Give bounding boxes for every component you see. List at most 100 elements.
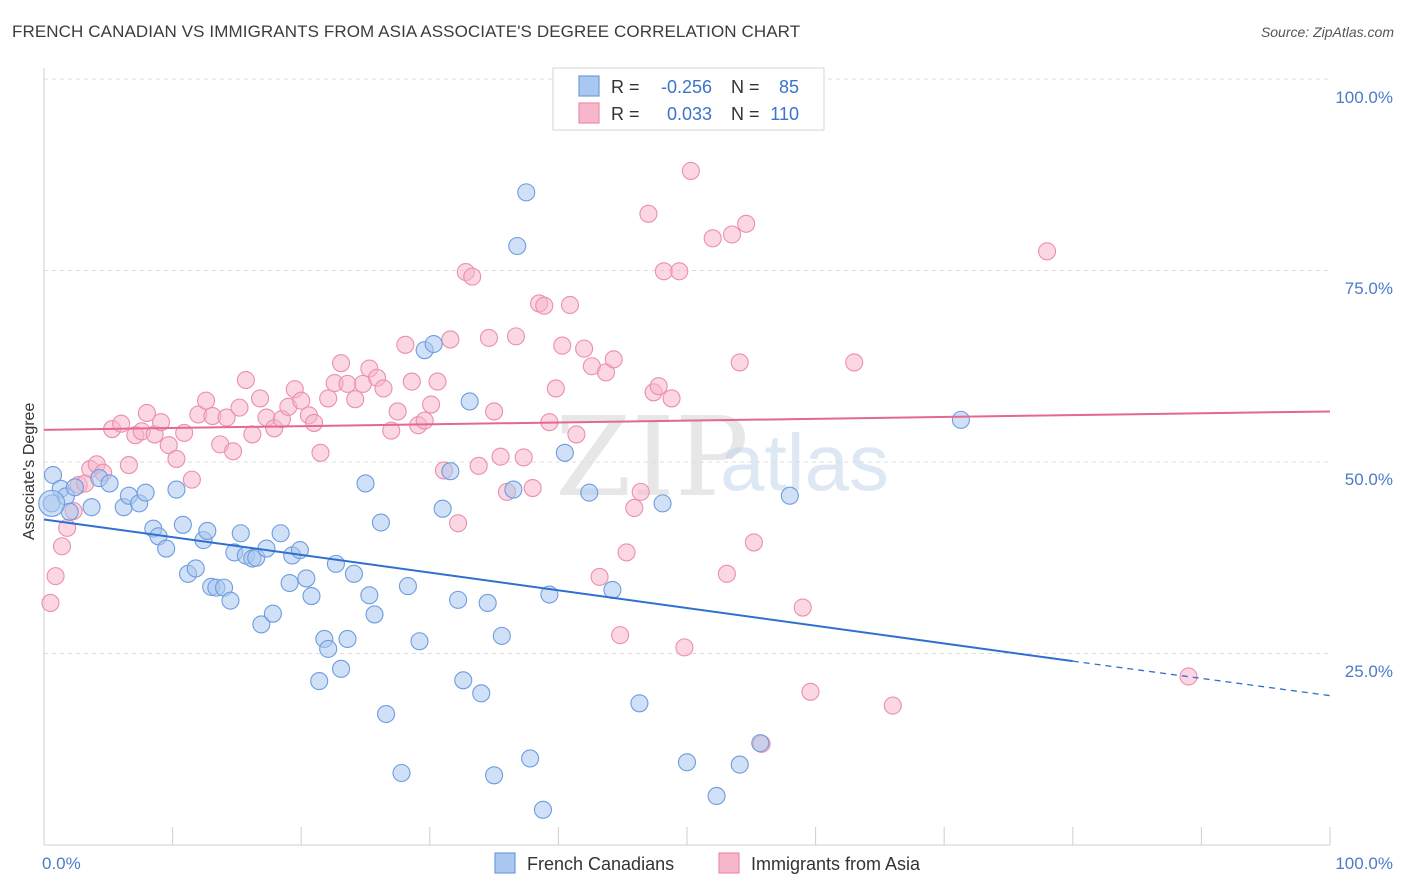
chart-title: FRENCH CANADIAN VS IMMIGRANTS FROM ASIA … [12,22,801,41]
source-label: Source: ZipAtlas.com [1260,24,1394,40]
french-canadian-point-1 [43,465,63,485]
french-canadian-point-6 [82,498,101,517]
french-canadian-point-38 [297,569,316,588]
x-tick-label-min: 0.0% [42,854,81,873]
immigrants-point-2 [52,537,72,556]
french-canadian-point-42 [319,639,338,658]
x-axis-ticks [43,827,1331,845]
immigrants-point-30 [243,425,262,444]
french-canadian-point-77 [677,753,697,772]
immigrants-point-70 [523,478,542,498]
french-canadian-point-17 [173,515,192,534]
french-canadian-point-51 [377,704,396,724]
french-canadian-point-19 [186,559,205,578]
french-canadians-trend-extension [1072,660,1331,697]
immigrants-point-66 [491,447,510,466]
series-french-canadians [38,183,970,819]
immigrants-point-87 [639,204,658,223]
french-canadian-point-12 [136,483,155,502]
french-canadian-point-79 [730,755,749,774]
french-canadian-point-31 [252,615,271,634]
immigrants-point-23 [196,391,216,410]
french-canadian-point-61 [460,392,479,411]
french-canadian-point-67 [508,236,527,256]
immigrants-point-17 [151,413,171,432]
french-canadian-point-66 [504,480,523,499]
immigrants-point-86 [631,482,650,501]
immigrants-point-91 [662,389,681,408]
legend-swatch-pink [578,102,600,124]
french-canadian-point-59 [449,590,468,609]
legend-r-value-1: -0.256 [661,77,712,97]
legend-n-label-1: N = [731,77,760,97]
immigrants-point-77 [567,425,586,444]
french-canadian-point-56 [424,334,443,354]
y-tick-label-25: 25.0% [1345,662,1393,681]
immigrants-point-49 [374,379,393,398]
french-canadian-point-49 [365,605,384,624]
immigrants-point-59 [441,330,460,349]
y-tick-label-75: 75.0% [1345,279,1393,298]
french-canadian-point-64 [485,766,504,785]
legend-r-value-2: 0.033 [667,104,712,124]
correlation-legend: R = -0.256 N = 85 R = 0.033 N = 110 [552,67,825,131]
french-canadian-point-81 [780,486,799,505]
bottom-legend-swatch-pink [718,852,740,874]
french-canadian-point-74 [603,580,622,599]
immigrants-point-55 [415,411,434,430]
french-canadian-point-15 [157,539,176,558]
immigrants-point-65 [485,402,504,421]
immigrants-point-21 [182,470,201,489]
french-canadian-point-25 [221,591,240,610]
immigrants-point-44 [338,374,357,393]
french-canadian-point-50 [371,513,390,532]
french-canadian-point-46 [344,564,363,583]
french-canadian-point-63 [478,593,497,612]
french-canadian-point-47 [356,474,375,493]
french-canadian-point-52 [392,763,411,783]
french-canadian-point-34 [271,524,290,543]
immigrants-point-41 [319,389,338,408]
french-canadian-point-35 [280,573,299,593]
immigrants-point-57 [428,372,447,391]
immigrants-point-104 [845,353,864,372]
immigrants-point-18 [159,436,178,455]
french-canadian-point-58 [441,462,460,481]
legend-n-value-2: 110 [770,104,799,124]
french-canadian-point-5 [65,478,84,497]
y-tick-label-50: 50.0% [1345,470,1393,489]
immigrants-point-68 [506,327,526,346]
bottom-legend-label-immigrants-from-asia: Immigrants from Asia [751,854,921,874]
immigrants-point-75 [553,336,572,355]
french-canadian-point-69 [521,749,540,768]
french-canadian-point-73 [580,483,599,502]
french-canadians-trend-line [43,518,1073,663]
immigrants-point-53 [402,372,421,391]
immigrants-point-95 [703,229,722,248]
immigrants-point-105 [883,696,902,715]
french-canadian-point-54 [410,632,429,651]
immigrants-point-15 [137,403,156,423]
immigrants-point-63 [469,456,488,475]
y-axis-label: Associate's Degree [21,403,38,540]
immigrants-trend-line [43,410,1331,431]
bottom-legend-label-french-canadians: French Canadians [527,854,674,874]
series-legend: French Canadians Immigrants from Asia [494,852,921,874]
french-canadian-point-76 [653,494,672,513]
immigrants-point-93 [675,638,694,657]
legend-n-label-2: N = [731,104,760,124]
immigrants-point-96 [717,564,736,583]
immigrants-point-94 [681,161,700,180]
immigrants-point-64 [479,328,499,347]
legend-r-label-1: R = [611,77,640,97]
immigrants-point-106 [1038,242,1057,261]
french-canadian-point-33 [263,604,282,623]
immigrants-point-1 [46,567,65,586]
french-canadian-point-40 [310,672,329,691]
immigrants-point-90 [654,262,673,281]
legend-swatch-blue [578,75,600,97]
immigrants-point-83 [611,626,630,645]
french-canadian-point-75 [630,694,649,713]
french-canadian-point-78 [707,786,726,806]
